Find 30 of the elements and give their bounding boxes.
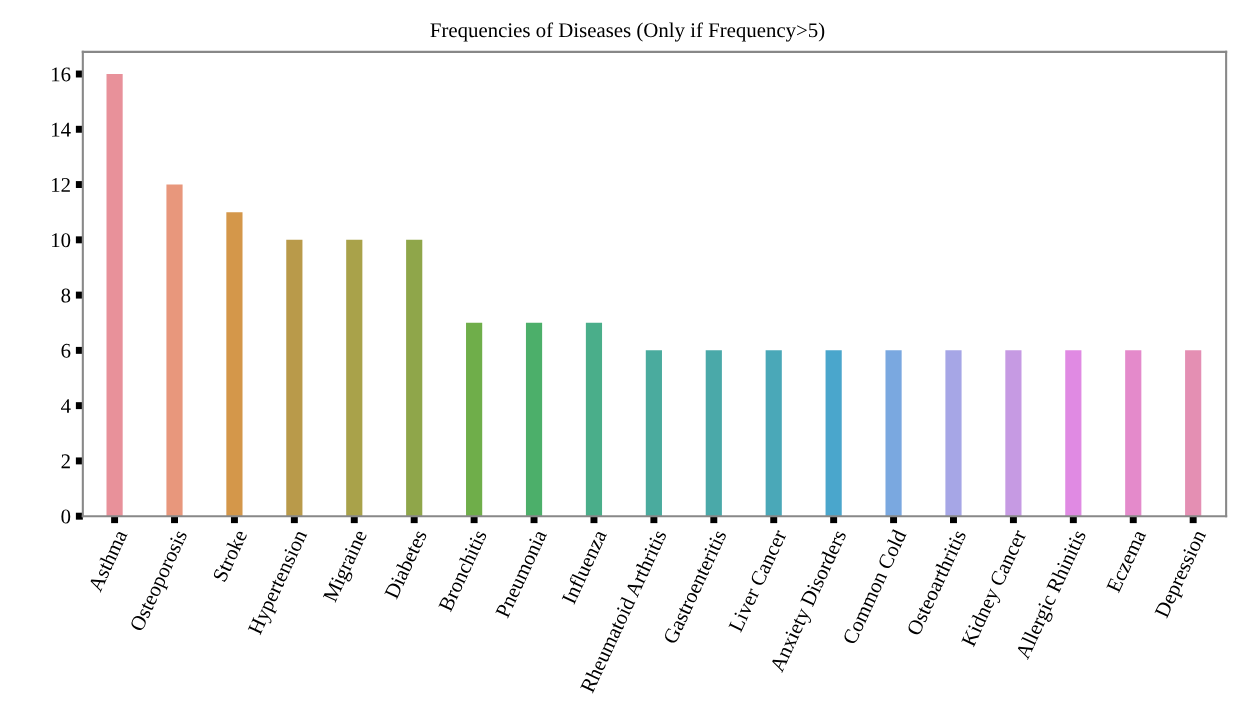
bar: [1065, 350, 1082, 517]
bar: [1005, 350, 1022, 517]
bar: [645, 350, 662, 517]
y-tick-label: 8: [61, 288, 71, 303]
y-tick-label: 10: [52, 233, 71, 248]
y-tick-label: 16: [52, 67, 71, 82]
bar: [466, 322, 483, 517]
bar: [106, 74, 123, 517]
y-tick-label: 2: [61, 454, 70, 469]
x-tick-label: Stroke: [212, 528, 248, 583]
y-tick-label: 12: [52, 177, 70, 192]
y-tick-label: 0: [61, 509, 71, 524]
chart-title: Frequencies of Diseases (Only if Frequency>5): [430, 22, 825, 42]
bar: [825, 350, 842, 517]
bar: [286, 239, 303, 517]
bar: [525, 322, 543, 517]
y-tick-label: 6: [61, 343, 71, 358]
bar: [765, 350, 782, 517]
bar: [885, 350, 902, 517]
bar: [1185, 350, 1202, 517]
bar: [1125, 350, 1142, 517]
bar: [945, 350, 962, 517]
bar: [585, 322, 603, 517]
bar: [166, 184, 183, 517]
bar: [346, 239, 363, 517]
y-tick-label: 4: [61, 399, 71, 413]
bar: [406, 239, 423, 517]
bar: [705, 350, 722, 517]
bar: [226, 212, 243, 517]
y-tick-label: 14: [52, 122, 71, 137]
